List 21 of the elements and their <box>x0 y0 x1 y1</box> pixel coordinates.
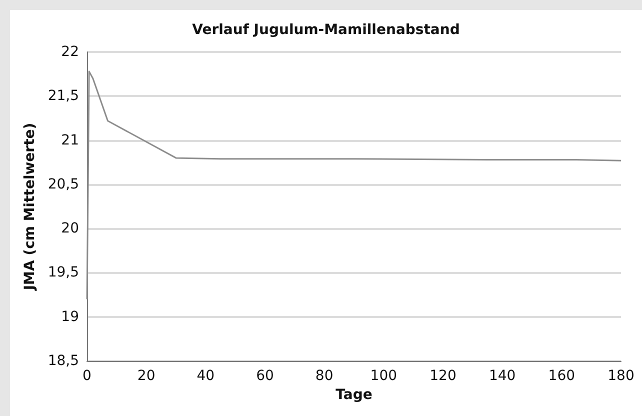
y-tick-label: 20,5 <box>48 176 79 192</box>
y-tick-label: 19,5 <box>48 264 79 281</box>
y-tick-label: 21,5 <box>48 88 79 104</box>
x-tick-label: 140 <box>488 368 516 384</box>
x-tick-label: 0 <box>82 368 92 384</box>
x-axis-title: Tage <box>336 386 372 403</box>
x-tick-label: 120 <box>430 368 456 384</box>
x-tick-label: 160 <box>548 368 576 384</box>
y-tick-label: 21 <box>61 132 79 148</box>
x-tick-label: 80 <box>315 368 334 384</box>
x-tick-label: 180 <box>608 368 634 384</box>
y-tick-label: 18,5 <box>48 353 79 369</box>
y-axis-title: JMA (cm Mittelwerte) <box>22 122 38 292</box>
x-tick-label: 60 <box>256 368 274 384</box>
chart-title: Verlauf Jugulum-Mamillenabstand <box>192 22 460 38</box>
y-tick-label: 22 <box>61 44 79 60</box>
y-tick-label: 20 <box>61 220 79 237</box>
x-tick-label: 100 <box>370 368 398 384</box>
x-tick-label: 40 <box>196 368 215 384</box>
y-tick-label: 19 <box>61 308 79 325</box>
x-tick-label: 20 <box>137 368 156 384</box>
